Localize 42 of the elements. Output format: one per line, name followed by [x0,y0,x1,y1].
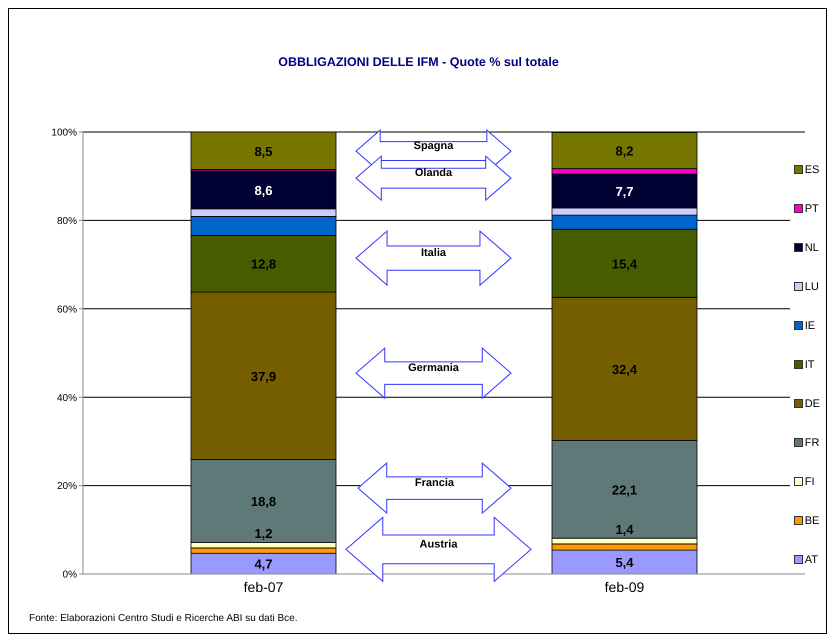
y-tick-label: 20% [56,481,78,492]
legend-label: NL [804,242,819,254]
data-label: 5,4 [615,555,634,570]
x-tick-label: feb-07 [244,578,284,595]
y-tick-label: 40% [56,392,78,404]
legend-label: AT [804,554,818,566]
annotation: Germania [408,362,460,374]
data-label: 1,2 [254,526,273,541]
legend-label: ES [804,164,820,176]
chart-title: OBBLIGAZIONI DELLE IFM - Quote % sul totale [277,55,560,69]
data-label: 8,6 [254,182,273,198]
legend-label: FR [804,436,820,448]
x-tick-label: feb-09 [604,578,645,595]
y-tick-label: 60% [56,304,78,316]
annotation: Italia [420,247,447,260]
annotation: Spagna [414,140,454,152]
y-tick-label: 0% [62,570,78,581]
data-label: 15,4 [612,256,638,272]
data-label: 7,7 [615,184,634,200]
data-label: 4,7 [254,556,273,572]
legend-label: BE [804,514,820,526]
data-label: 1,4 [615,522,634,537]
data-label: 8,2 [615,144,634,159]
legend-label: PT [804,202,819,214]
source-note: Fonte: Elaborazioni Centro Studi e Ricerche ABI su dati Bce. [29,613,298,624]
data-label: 22,1 [612,482,638,498]
annotation: Francia [414,477,455,490]
data-label: 8,5 [254,144,273,159]
legend-label: LU [804,280,819,292]
annotation: Austria [420,538,458,550]
legend-label: DE [804,398,820,410]
legend-label: FI [804,476,814,488]
data-label: 37,9 [250,368,276,384]
y-tick-label: 100% [51,128,78,139]
annotation: Olanda [414,167,454,180]
data-label: 12,8 [250,256,276,272]
legend-label: IT [804,358,814,370]
bar [190,552,336,574]
data-label: 32,4 [612,362,638,377]
y-tick-label: 80% [56,216,78,227]
data-label: 18,8 [250,494,276,510]
legend-label: IE [804,320,816,332]
